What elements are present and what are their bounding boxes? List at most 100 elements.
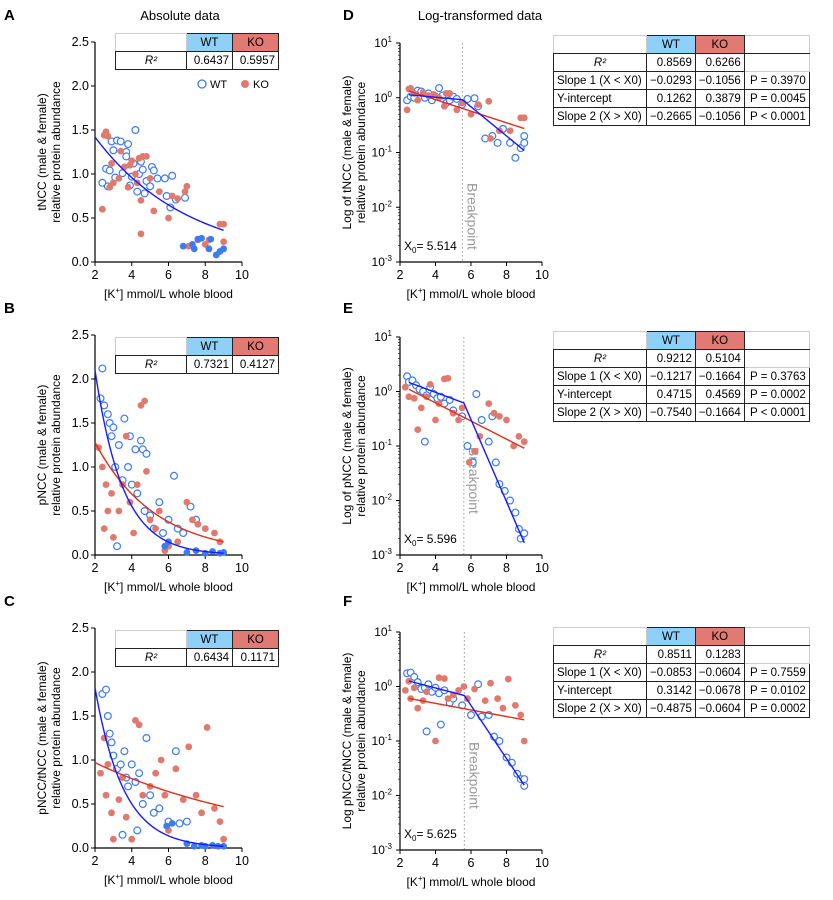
y-axis-label: Log of tNCC (male & female) [340,75,354,229]
ko-point [440,102,448,110]
y-axis-label: tNCC (male & female) [35,93,49,210]
p-value: P = 0.0002 [743,699,810,718]
ko-point [172,765,180,773]
wt-filled-point [168,819,176,827]
value-cell: −0.0293 [646,71,696,90]
wt-point [474,680,483,689]
ko-point [419,89,427,96]
y-tick-label: 2.5 [72,35,89,49]
y-tick-label: 10-2 [372,199,393,214]
x-axis-label: [K+] mmol/L whole blood [407,286,536,301]
wt-fit-line [408,381,525,544]
y-tick-label: 2.5 [72,328,89,342]
x-tick-label: 2 [92,268,99,282]
x-tick-label: 10 [235,854,249,868]
y-axis-label: relative protein abundance [354,375,368,517]
panel-b: B 2 4 6 8 10 0.0 0.5 1.0 1.5 2.0 2.5 [K+] mmol/L who… [4,300,249,594]
table-row: R² 0.9212 0.5104 [553,349,810,368]
table-row: Y-intercept 0.3142 −0.0678 P = 0.0102 [553,681,810,700]
wt-point [520,138,529,147]
x-tick-label: 10 [235,268,249,282]
table-row: R² 0.8569 0.6266 [553,53,810,72]
value-cell: −0.0853 [646,663,696,682]
wt-point [484,437,493,446]
y-tick-label: 100 [374,90,392,105]
wt-header: WT [186,630,233,649]
p-value: P = 0.0045 [743,89,810,108]
table-row: R² 0.6437 0.5957 [115,51,279,70]
ko-point [444,374,452,382]
p-value [743,349,810,368]
value-cell: −0.1217 [646,367,696,386]
ko-point [506,127,514,135]
ko-point [211,805,218,812]
wt-point [181,193,190,202]
ko-point [211,529,218,537]
y-tick-label: 10-1 [372,145,393,160]
stats-table-e: WT KO R² 0.9212 0.5104 Slope 1 (X < X0) −0.121… [553,331,810,422]
ko-point [503,416,510,424]
blank-header [553,35,647,54]
y-tick-label: 2.0 [72,372,89,386]
wt-point [472,389,481,398]
ko-point [481,697,489,705]
wt-point [170,471,179,480]
p-value: P = 0.7559 [743,663,810,682]
y-tick-label: 1.0 [72,460,89,474]
ko-point [446,90,454,97]
wt-point [520,781,529,790]
ko-point [511,701,519,709]
ko-point [198,809,205,817]
wt-point [153,174,162,183]
p-value: P < 0.0001 [743,403,810,422]
wt-point [136,436,145,445]
wt-point [495,736,504,745]
wt-point [470,94,479,103]
wt-filled-point [190,842,198,850]
ko-point [185,743,193,751]
wt-point [142,733,151,742]
row-label: Y-intercept [553,89,647,108]
wt-filled-point [190,245,198,253]
ko-point [517,711,525,719]
ko-point [494,695,502,702]
wt-fit-line [408,680,525,786]
y-tick-label: 0.5 [72,211,89,225]
x-tick-label: 4 [432,856,439,870]
x-tick-label: 10 [235,561,249,575]
ko-point [146,516,154,524]
y-tick-label: 2.0 [72,79,89,93]
wt-filled-point [207,235,215,243]
wt-point [109,423,118,432]
wt-point [422,727,431,736]
x-tick-label: 2 [92,854,99,868]
stats-table-c: WT KO R² 0.6434 0.1171 [115,630,279,667]
row-label: R² [115,648,187,667]
y-tick-label: 101 [374,329,392,344]
panel-c: C 2 4 6 8 10 0.0 0.5 1.0 1.5 2.0 2.5 [K+] mmol/L who… [4,593,249,887]
ko-point [440,675,448,682]
value-cell: −0.0678 [694,681,745,700]
table-row: Slope 1 (X < X0) −0.0293 −0.1056 P = 0.3970 [553,71,810,90]
ko-point [455,416,462,424]
wt-point [182,817,191,826]
wt-point [98,364,107,373]
panel-letter: A [4,7,15,24]
y-tick-label: 1.5 [72,416,89,430]
table-row: R² 0.8511 0.1283 [553,645,810,664]
blank-header [553,627,647,646]
x-tick-label: 4 [128,854,135,868]
blank-header [115,33,187,52]
ko-point [220,220,228,228]
wt-point [149,808,158,817]
value-cell: 0.1283 [694,645,745,664]
ko-point [467,110,475,118]
x-tick-label: 8 [503,561,510,575]
ko-point [108,160,115,167]
value-cell: 0.8569 [646,53,696,72]
wt-point [105,166,114,175]
y-tick-label: 1.5 [72,709,89,723]
ko-point [98,463,106,471]
y-tick-label: 101 [374,624,392,639]
